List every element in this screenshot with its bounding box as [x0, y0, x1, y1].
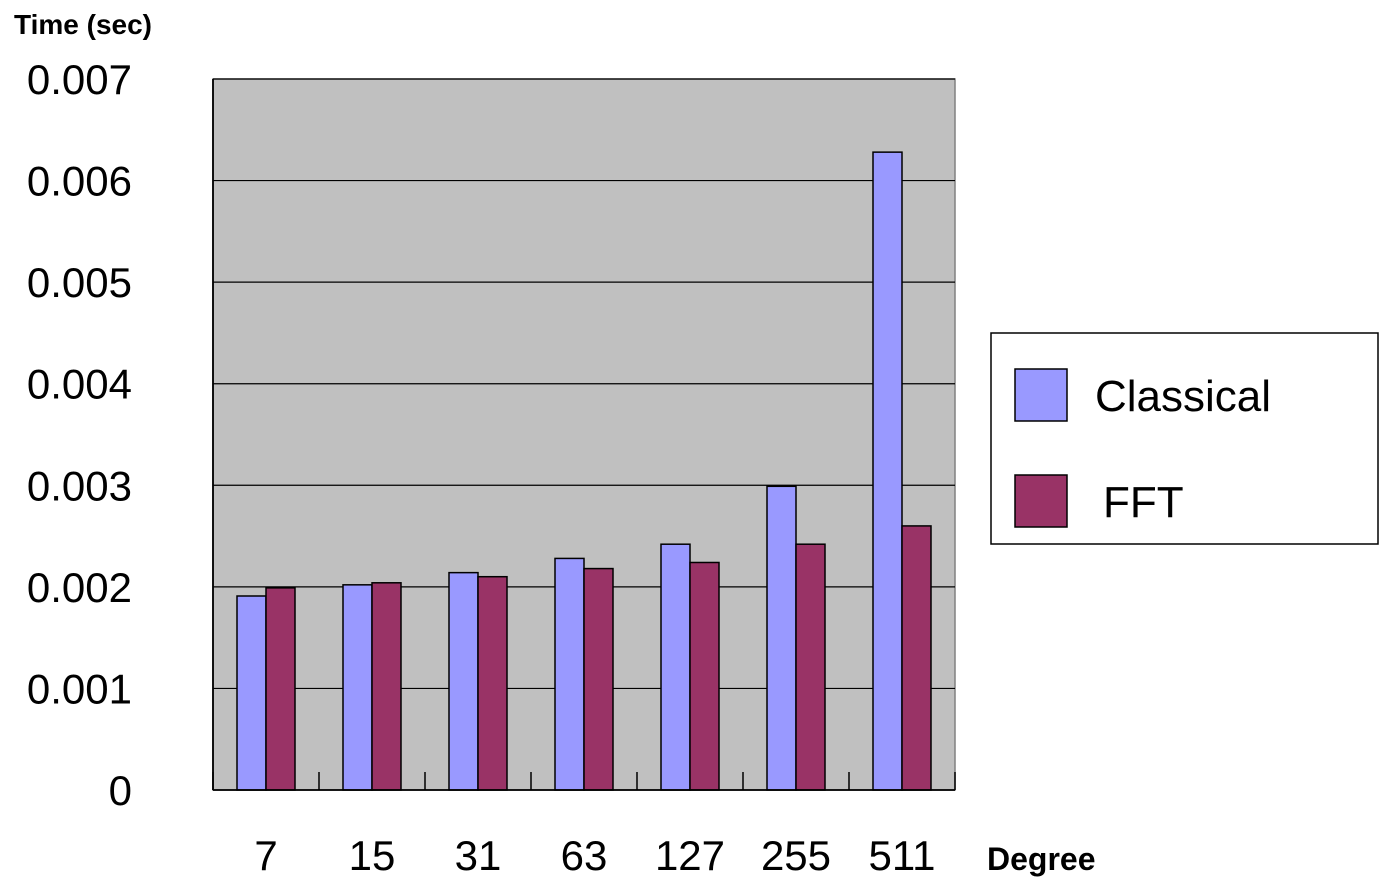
- bars: [236, 151, 932, 791]
- x-axis-title: Degree: [987, 841, 1096, 877]
- y-tick-labels: 0 0.001 0.002 0.003 0.004 0.005 0.006 0.007: [27, 56, 132, 814]
- x-tick-labels: 7 15 31 63 127 255 511: [254, 832, 935, 879]
- bar-classical-63: [554, 557, 585, 791]
- x-tick-label: 31: [455, 832, 502, 879]
- axes: [212, 79, 956, 791]
- bar-classical-511: [872, 151, 903, 791]
- y-tick-label: 0.005: [27, 259, 132, 306]
- y-tick-label: 0.002: [27, 564, 132, 611]
- bar-fft-31: [477, 575, 508, 791]
- y-tick-label: 0.006: [27, 158, 132, 205]
- y-tick-label: 0.001: [27, 665, 132, 712]
- y-tick-label: 0.004: [27, 361, 132, 408]
- legend-label-fft: FFT: [1103, 478, 1184, 527]
- legend-swatch-fft: [1014, 474, 1068, 528]
- x-tick-label: 63: [561, 832, 608, 879]
- bar-classical-255: [766, 485, 797, 791]
- x-tick-label: 255: [761, 832, 831, 879]
- y-tick-label: 0.007: [27, 56, 132, 103]
- y-tick-label: 0: [109, 767, 132, 814]
- x-tick-label: 127: [655, 832, 725, 879]
- bar-fft-127: [689, 561, 720, 791]
- bar-fft-15: [371, 582, 402, 791]
- y-tick-label: 0.003: [27, 462, 132, 509]
- legend: Classical FFT: [990, 332, 1379, 545]
- gridlines: [213, 78, 955, 690]
- x-tick-label: 7: [254, 832, 277, 879]
- bar-classical-31: [448, 571, 479, 791]
- bar-fft-7: [265, 587, 296, 791]
- legend-swatch-classical: [1014, 368, 1068, 422]
- bar-classical-15: [342, 584, 373, 791]
- x-tick-label: 511: [869, 832, 936, 879]
- bar-fft-255: [795, 543, 826, 791]
- y-axis-title: Time (sec): [14, 9, 152, 40]
- bar-classical-127: [660, 543, 691, 791]
- legend-label-classical: Classical: [1095, 372, 1271, 421]
- x-tick-label: 15: [349, 832, 396, 879]
- bar-fft-511: [901, 525, 932, 791]
- bar-fft-63: [583, 567, 614, 791]
- bar-classical-7: [236, 595, 267, 791]
